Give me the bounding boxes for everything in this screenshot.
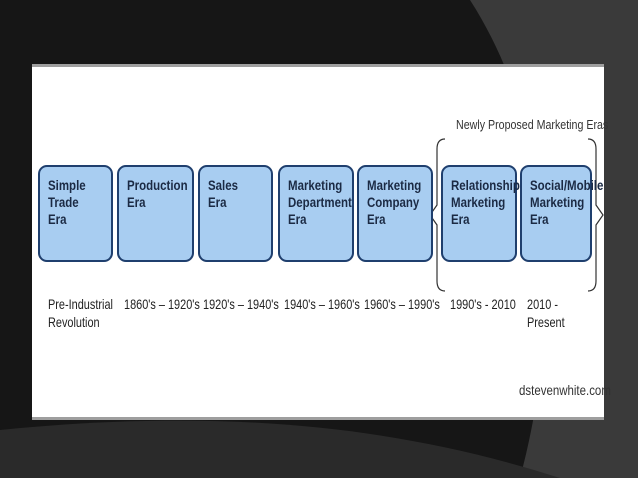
era-date-marketing-company: 1960's – 1990's: [364, 296, 440, 312]
newly-proposed-eras-label: Newly Proposed Marketing Eras: [456, 117, 609, 132]
era-date-sales: 1920's – 1940's: [203, 296, 279, 312]
era-date-production: 1860's – 1920's: [124, 296, 200, 312]
era-date-simple-trade: Pre-Industrial Revolution: [48, 296, 113, 330]
era-label: Marketing Department Era: [288, 177, 352, 227]
era-label: Production Era: [127, 177, 188, 210]
source-credit: dstevenwhite.com: [519, 382, 611, 398]
era-label: Relationship Marketing Era: [451, 177, 520, 227]
era-label: Social/Mobile Marketing Era: [530, 177, 604, 227]
era-label: Marketing Company Era: [367, 177, 422, 227]
era-box-marketing-company: Marketing Company Era: [357, 165, 433, 262]
era-date-marketing-department: 1940's – 1960's: [284, 296, 360, 312]
era-box-social-mobile-marketing: Social/Mobile Marketing Era: [520, 165, 604, 262]
era-box-sales: Sales Era: [198, 165, 273, 262]
diagram-slide: Newly Proposed Marketing Eras Simple Tra…: [32, 64, 611, 420]
era-box-relationship-marketing: Relationship Marketing Era: [441, 165, 520, 262]
era-label: Simple Trade Era: [48, 177, 86, 227]
era-date-relationship-marketing: 1990's - 2010: [450, 296, 516, 312]
era-box-production: Production Era: [117, 165, 194, 262]
era-label: Sales Era: [208, 177, 239, 210]
era-box-marketing-department: Marketing Department Era: [278, 165, 354, 262]
era-date-social-mobile-marketing: 2010 - Present: [527, 296, 565, 330]
era-box-simple-trade: Simple Trade Era: [38, 165, 113, 262]
